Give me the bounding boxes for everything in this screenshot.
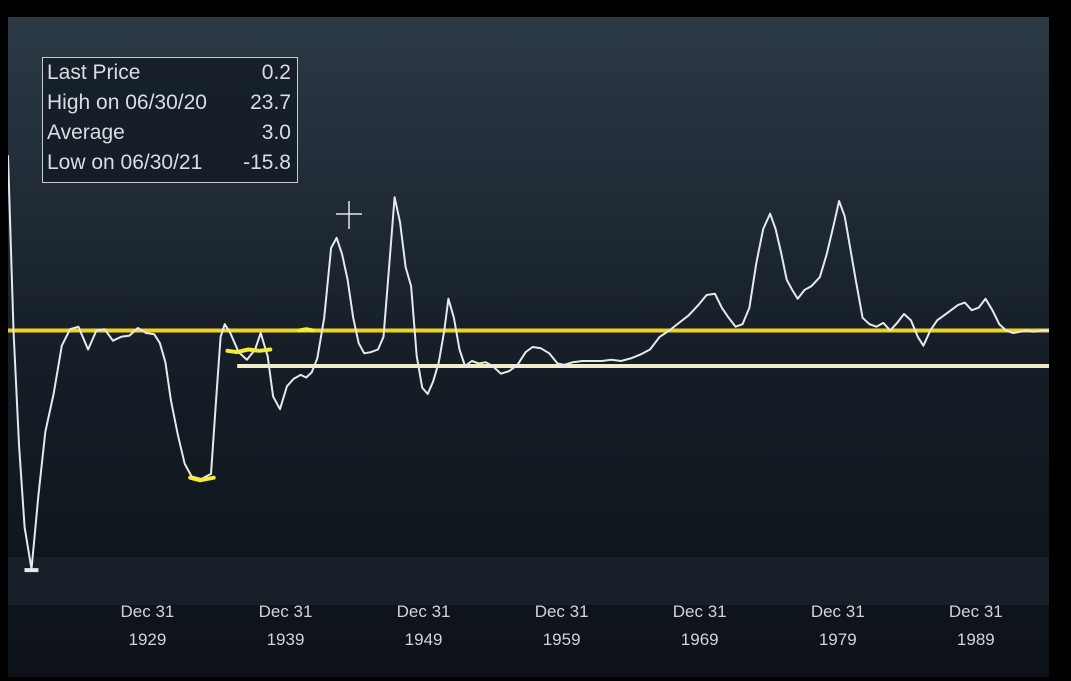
- x-tick-label: 1969: [681, 630, 719, 649]
- x-tick-label: 1939: [267, 630, 305, 649]
- legend-row-low: Low on 06/30/21 -15.8: [43, 148, 297, 178]
- legend-label: Low on 06/30/21: [47, 151, 203, 174]
- x-tick-label: 1929: [129, 630, 167, 649]
- chart-area: Dec 31 1929 Dec 31 1939 Dec 31 1949 Dec 31 1959…: [8, 17, 1049, 677]
- legend-label: High on 06/30/20: [47, 91, 207, 114]
- crosshair-cursor[interactable]: [336, 201, 362, 229]
- x-tick-label: 1959: [543, 630, 581, 649]
- legend-label: Average: [47, 121, 125, 144]
- x-tick-label: 1949: [405, 630, 443, 649]
- legend-row-high: High on 06/30/20 23.7: [43, 88, 297, 118]
- highlight-stroke: [297, 327, 316, 333]
- legend-row-average: Average 3.0: [43, 118, 297, 148]
- legend-row-last-price: Last Price 0.2: [43, 58, 297, 88]
- x-tick-label: 1979: [819, 630, 857, 649]
- x-tick-label: Dec 31: [121, 602, 175, 621]
- x-tick-label: Dec 31: [811, 602, 865, 621]
- legend-value: 0.2: [261, 61, 291, 84]
- highlight-stroke: [225, 347, 273, 355]
- x-tick-label: Dec 31: [673, 602, 727, 621]
- x-tick-label: Dec 31: [535, 602, 589, 621]
- x-tick-label: Dec 31: [949, 602, 1003, 621]
- legend-label: Last Price: [47, 61, 141, 84]
- legend-value: -15.8: [243, 151, 291, 174]
- highlight-stroke: [188, 475, 216, 483]
- x-tick-label: 1989: [957, 630, 995, 649]
- price-legend: Last Price 0.2 High on 06/30/20 23.7 Ave…: [42, 57, 298, 183]
- legend-value: 23.7: [250, 91, 291, 114]
- x-tick-label: Dec 31: [259, 602, 313, 621]
- low-marker: [24, 568, 39, 573]
- legend-value: 3.0: [261, 121, 291, 144]
- x-tick-label: Dec 31: [397, 602, 451, 621]
- series-line: [8, 155, 1049, 571]
- plot-floor-band: [8, 557, 1049, 605]
